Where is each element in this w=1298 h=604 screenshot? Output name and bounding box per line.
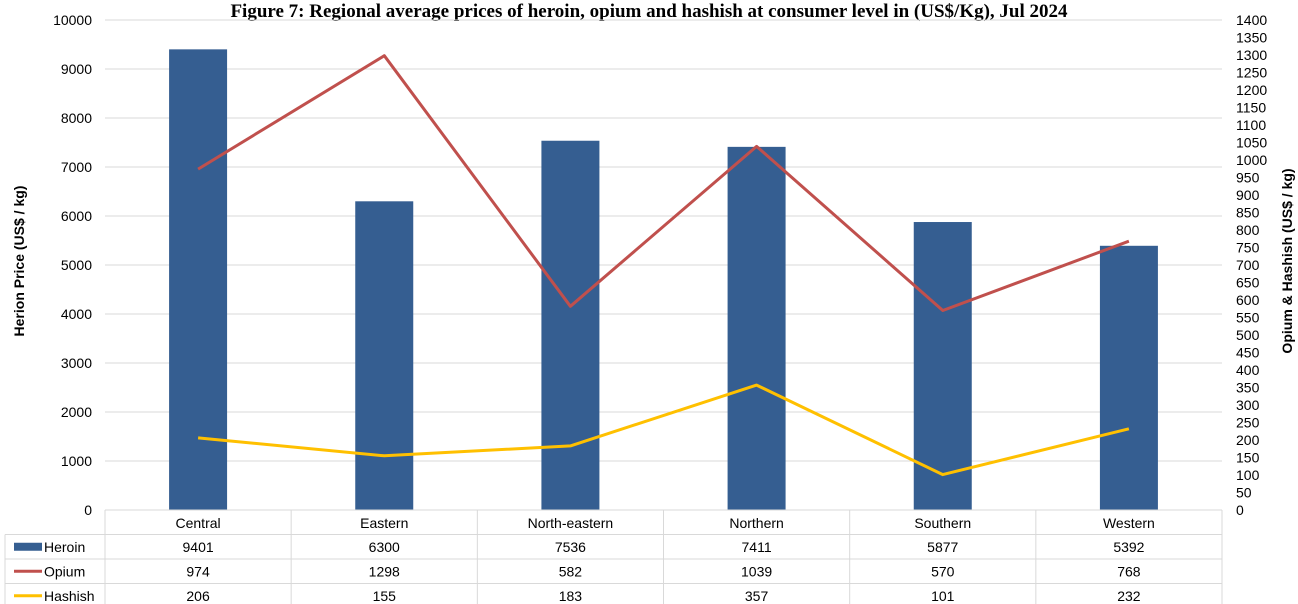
right-tick-label: 800 <box>1236 222 1260 238</box>
left-tick-label: 4000 <box>61 306 92 322</box>
right-tick-label: 200 <box>1236 432 1260 448</box>
table-value: 155 <box>373 588 397 604</box>
right-tick-label: 400 <box>1236 362 1260 378</box>
bar-heroin <box>169 49 228 510</box>
category-label: Northern <box>729 515 783 531</box>
right-tick-label: 950 <box>1236 170 1260 186</box>
table-value: 6300 <box>369 539 400 555</box>
bar-heroin <box>913 222 972 511</box>
right-tick-label: 350 <box>1236 380 1260 396</box>
left-axis-ticks: 0 1000 2000 3000 4000 5000 6000 7000 8000 9000 100… <box>53 12 92 518</box>
table-value: 570 <box>931 563 955 579</box>
right-tick-label: 500 <box>1236 327 1260 343</box>
legend-label-opium: Opium <box>44 563 85 579</box>
legend-label-heroin: Heroin <box>44 539 85 555</box>
table-value: 1298 <box>369 563 400 579</box>
category-label: North-eastern <box>528 515 614 531</box>
table-value: 7536 <box>555 539 586 555</box>
line-opium <box>197 54 1130 312</box>
legend-key-heroin <box>14 542 42 551</box>
right-tick-label: 900 <box>1236 187 1260 203</box>
left-tick-label: 8000 <box>61 110 92 126</box>
left-tick-label: 3000 <box>61 355 92 371</box>
table-value: 101 <box>931 588 955 604</box>
right-tick-label: 50 <box>1236 485 1252 501</box>
left-tick-label: 2000 <box>61 404 92 420</box>
bar-heroin <box>355 201 414 511</box>
table-value: 5392 <box>1113 539 1144 555</box>
right-tick-label: 0 <box>1236 502 1244 518</box>
gridlines <box>105 19 1222 462</box>
table-value: 206 <box>186 588 210 604</box>
left-tick-label: 6000 <box>61 208 92 224</box>
category-label: Southern <box>914 515 971 531</box>
left-tick-label: 10000 <box>53 12 92 28</box>
table-value: 183 <box>559 588 583 604</box>
right-axis-title: Opium & Hashish (US$ / kg) <box>1279 168 1295 353</box>
right-tick-label: 550 <box>1236 310 1260 326</box>
category-label: Western <box>1103 515 1155 531</box>
category-label: Eastern <box>360 515 408 531</box>
right-tick-label: 100 <box>1236 467 1260 483</box>
category-label: Central <box>176 515 221 531</box>
table-value: 357 <box>745 588 769 604</box>
right-tick-label: 1150 <box>1236 100 1266 116</box>
bar-heroin <box>541 140 600 510</box>
heroin-bars <box>169 49 1158 511</box>
table-value: 768 <box>1117 563 1141 579</box>
line-hashish <box>197 383 1130 477</box>
left-tick-label: 0 <box>84 502 92 518</box>
table-value: 9401 <box>183 539 214 555</box>
legend-label-hashish: Hashish <box>44 588 95 604</box>
table-value: 5877 <box>927 539 958 555</box>
right-tick-label: 750 <box>1236 240 1260 256</box>
table-value: 1039 <box>741 563 772 579</box>
right-tick-label: 600 <box>1236 292 1260 308</box>
bar-heroin <box>727 146 786 510</box>
right-tick-label: 300 <box>1236 397 1260 413</box>
right-tick-label: 250 <box>1236 415 1260 431</box>
right-tick-label: 450 <box>1236 345 1260 361</box>
right-tick-label: 1250 <box>1236 65 1267 81</box>
chart-title: Figure 7: Regional average prices of her… <box>230 1 1068 22</box>
left-tick-label: 9000 <box>61 61 92 77</box>
data-table: Central Eastern North-eastern Northern South… <box>4 509 1223 604</box>
table-value: 7411 <box>742 539 772 555</box>
right-tick-label: 1350 <box>1236 30 1267 46</box>
left-tick-label: 7000 <box>61 159 92 175</box>
table-value: 974 <box>186 563 210 579</box>
left-tick-label: 1000 <box>61 453 92 469</box>
right-tick-label: 650 <box>1236 275 1260 291</box>
table-value: 232 <box>1117 588 1141 604</box>
right-tick-label: 1300 <box>1236 47 1267 63</box>
right-tick-label: 1100 <box>1236 117 1266 133</box>
table-value: 582 <box>559 563 583 579</box>
right-tick-label: 1400 <box>1236 12 1267 28</box>
left-axis-title: Herion Price (US$ / kg) <box>11 186 27 337</box>
right-tick-label: 150 <box>1236 450 1260 466</box>
series-lines <box>197 54 1130 477</box>
right-tick-label: 1050 <box>1236 135 1267 151</box>
right-tick-label: 1000 <box>1236 152 1267 168</box>
bar-heroin <box>1099 245 1158 511</box>
right-tick-label: 1200 <box>1236 82 1267 98</box>
right-tick-label: 700 <box>1236 257 1260 273</box>
left-tick-label: 5000 <box>61 257 92 273</box>
right-tick-label: 850 <box>1236 205 1260 221</box>
